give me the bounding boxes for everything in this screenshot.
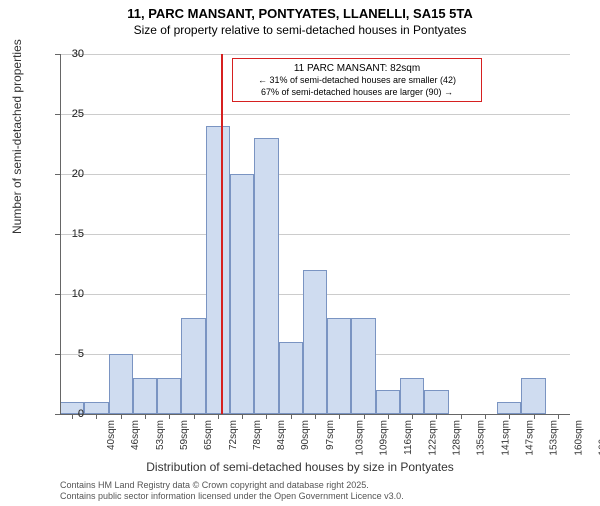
histogram-bar xyxy=(327,318,351,414)
histogram-bar xyxy=(521,378,545,414)
callout-line-3: 67% of semi-detached houses are larger (… xyxy=(239,87,475,99)
histogram-bar xyxy=(230,174,254,414)
histogram-bar xyxy=(157,378,181,414)
histogram-bar xyxy=(376,390,400,414)
histogram-bar xyxy=(109,354,133,414)
xtick-label: 141sqm xyxy=(500,420,511,456)
histogram-bar xyxy=(303,270,327,414)
ytick-label: 15 xyxy=(54,228,84,240)
xtick-label: 90sqm xyxy=(300,420,311,450)
histogram-bar xyxy=(181,318,205,414)
histogram-bar xyxy=(84,402,108,414)
xtick-label: 78sqm xyxy=(252,420,263,450)
xtick-label: 135sqm xyxy=(476,420,487,456)
x-axis-line xyxy=(60,414,570,415)
chart-title-sub: Size of property relative to semi-detach… xyxy=(0,23,600,37)
callout-line-1: 11 PARC MANSANT: 82sqm xyxy=(239,62,475,75)
xtick-label: 59sqm xyxy=(179,420,190,450)
xtick-label: 40sqm xyxy=(106,420,117,450)
xtick-label: 103sqm xyxy=(355,420,366,456)
subject-marker-line xyxy=(221,54,223,414)
footer-line-1: Contains HM Land Registry data © Crown c… xyxy=(60,480,404,491)
xtick-label: 72sqm xyxy=(228,420,239,450)
ytick-label: 30 xyxy=(54,48,84,60)
gridline xyxy=(60,174,570,175)
xtick-label: 160sqm xyxy=(573,420,584,456)
histogram-bar xyxy=(206,126,230,414)
histogram-bar xyxy=(424,390,448,414)
histogram-bar xyxy=(133,378,157,414)
y-axis-label: Number of semi-detached properties xyxy=(10,39,24,234)
callout-line-2: ← 31% of semi-detached houses are smalle… xyxy=(239,75,475,87)
histogram-bar xyxy=(497,402,521,414)
ytick-label: 5 xyxy=(54,348,84,360)
gridline xyxy=(60,234,570,235)
x-axis-label: Distribution of semi-detached houses by … xyxy=(0,460,600,474)
xtick-label: 46sqm xyxy=(130,420,141,450)
subject-callout: 11 PARC MANSANT: 82sqm← 31% of semi-deta… xyxy=(232,58,482,102)
attribution-footer: Contains HM Land Registry data © Crown c… xyxy=(60,480,404,502)
xtick-label: 109sqm xyxy=(379,420,390,456)
chart-title-main: 11, PARC MANSANT, PONTYATES, LLANELLI, S… xyxy=(0,6,600,21)
ytick-label: 10 xyxy=(54,288,84,300)
histogram-bar xyxy=(400,378,424,414)
xtick-label: 153sqm xyxy=(549,420,560,456)
gridline xyxy=(60,54,570,55)
xtick-label: 84sqm xyxy=(276,420,287,450)
ytick-label: 20 xyxy=(54,168,84,180)
histogram-bar xyxy=(254,138,278,414)
xtick-label: 116sqm xyxy=(402,420,413,455)
xtick-label: 122sqm xyxy=(427,420,438,456)
xtick-label: 147sqm xyxy=(525,420,536,456)
histogram-bar xyxy=(279,342,303,414)
gridline xyxy=(60,114,570,115)
ytick-label: 0 xyxy=(54,408,84,420)
histogram-bar xyxy=(351,318,375,414)
chart-plot-area: 40sqm46sqm53sqm59sqm65sqm72sqm78sqm84sqm… xyxy=(60,54,570,414)
xtick-label: 97sqm xyxy=(325,420,336,450)
xtick-label: 128sqm xyxy=(452,420,463,456)
ytick-label: 25 xyxy=(54,108,84,120)
xtick-label: 65sqm xyxy=(203,420,214,450)
xtick-label: 53sqm xyxy=(155,420,166,450)
